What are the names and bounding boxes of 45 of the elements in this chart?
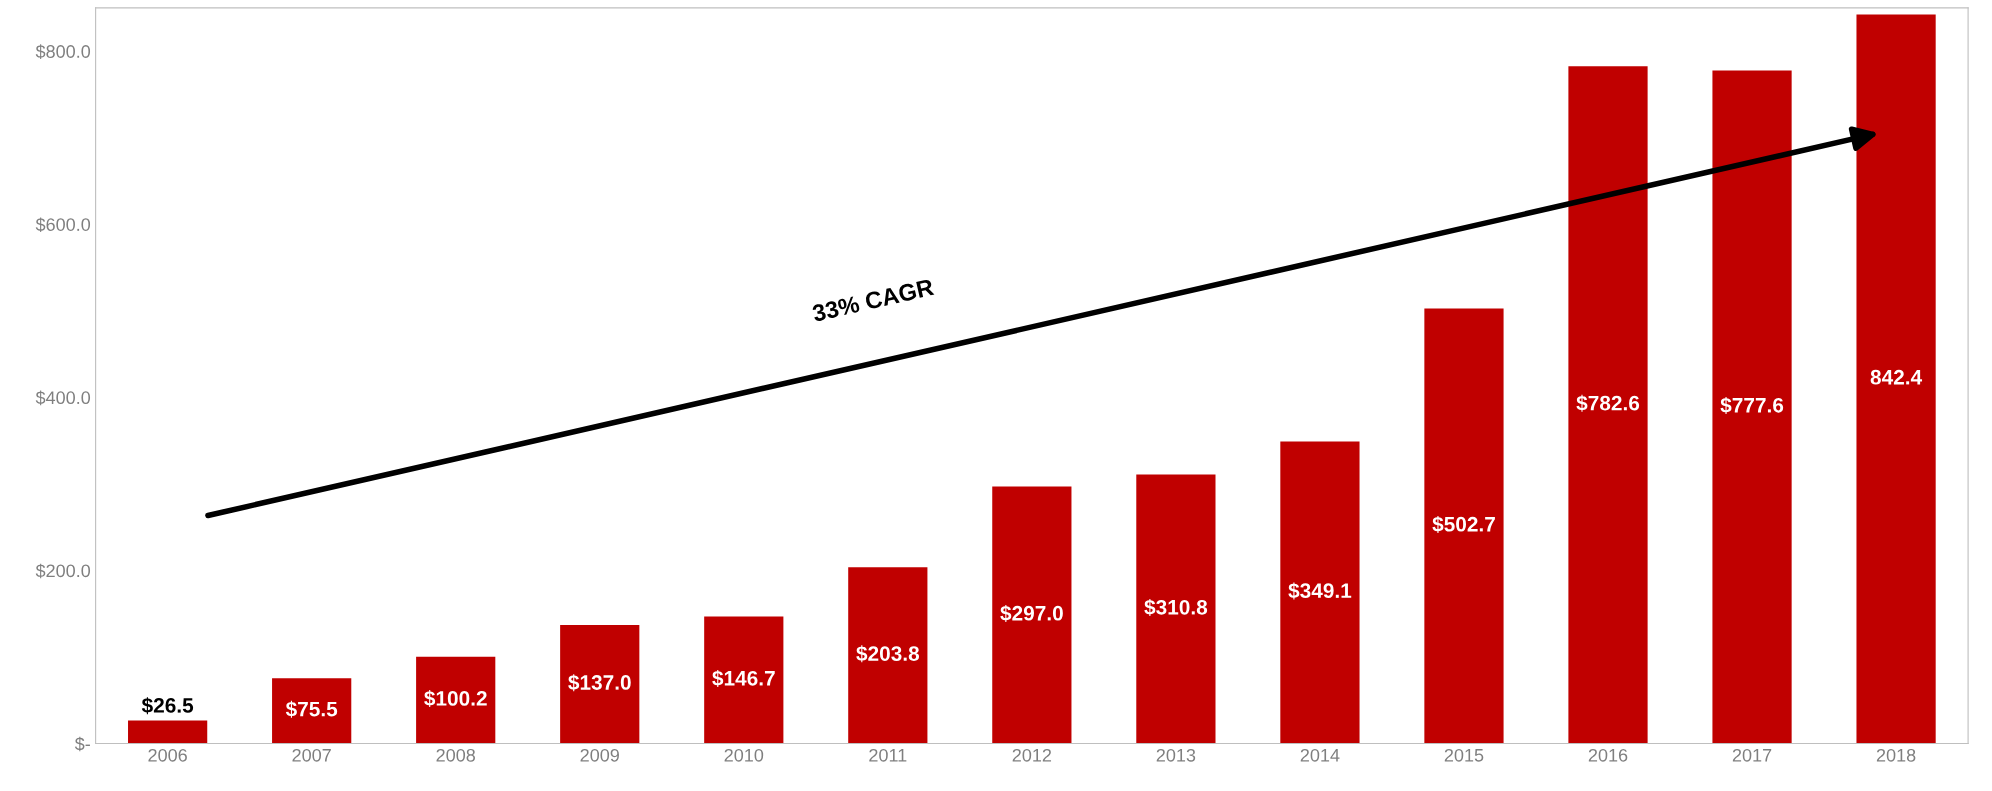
data-label: $203.8 bbox=[856, 645, 920, 663]
data-label: $137.0 bbox=[568, 674, 631, 692]
x-tick-label: 2015 bbox=[1444, 748, 1484, 762]
x-tick-label: 2018 bbox=[1876, 748, 1916, 762]
data-label: $310.8 bbox=[1144, 598, 1208, 616]
data-label: $75.5 bbox=[285, 700, 338, 718]
y-tick-label: $600.0 bbox=[35, 217, 91, 233]
data-label: $502.7 bbox=[1432, 515, 1495, 533]
data-label: $349.1 bbox=[1288, 582, 1352, 600]
bar bbox=[128, 720, 208, 744]
data-label: $777.6 bbox=[1720, 396, 1784, 414]
data-label: $100.2 bbox=[424, 690, 487, 708]
y-tick-label: $800.0 bbox=[35, 44, 91, 59]
x-tick-label: 2008 bbox=[436, 748, 476, 762]
bar bbox=[1280, 441, 1360, 744]
bar bbox=[1856, 14, 1936, 744]
data-label: 842.4 bbox=[1870, 369, 1923, 385]
bar bbox=[1136, 474, 1216, 744]
y-tick-label: $200.0 bbox=[35, 563, 91, 579]
x-tick-label: 2010 bbox=[724, 748, 764, 762]
x-tick-label: 2014 bbox=[1300, 748, 1340, 762]
bar bbox=[272, 678, 352, 744]
bar bbox=[416, 656, 496, 744]
bar bbox=[1568, 66, 1648, 744]
data-label: $297.0 bbox=[1000, 604, 1063, 622]
x-tick-label: 2006 bbox=[148, 748, 187, 762]
x-tick-label: 2011 bbox=[869, 748, 907, 762]
x-tick-label: 2009 bbox=[580, 748, 619, 762]
x-tick-label: 2016 bbox=[1588, 748, 1628, 762]
y-tick-label: $400.0 bbox=[35, 390, 91, 406]
bar bbox=[560, 624, 640, 744]
x-tick-label: 2017 bbox=[1732, 748, 1772, 762]
data-label: $146.7 bbox=[712, 669, 775, 687]
bar bbox=[848, 567, 928, 744]
data-label: $26.5 bbox=[141, 697, 194, 715]
bar bbox=[704, 616, 784, 744]
bar bbox=[992, 486, 1072, 744]
x-tick-label: 2007 bbox=[292, 748, 331, 762]
y-tick-label: $- bbox=[74, 736, 90, 752]
bar bbox=[1712, 70, 1792, 744]
annotation: 33% CAGR bbox=[811, 278, 935, 323]
x-tick-label: 2012 bbox=[1012, 748, 1052, 762]
data-label: $782.6 bbox=[1576, 394, 1640, 412]
x-tick-label: 2013 bbox=[1156, 748, 1196, 762]
bar bbox=[1424, 308, 1504, 744]
